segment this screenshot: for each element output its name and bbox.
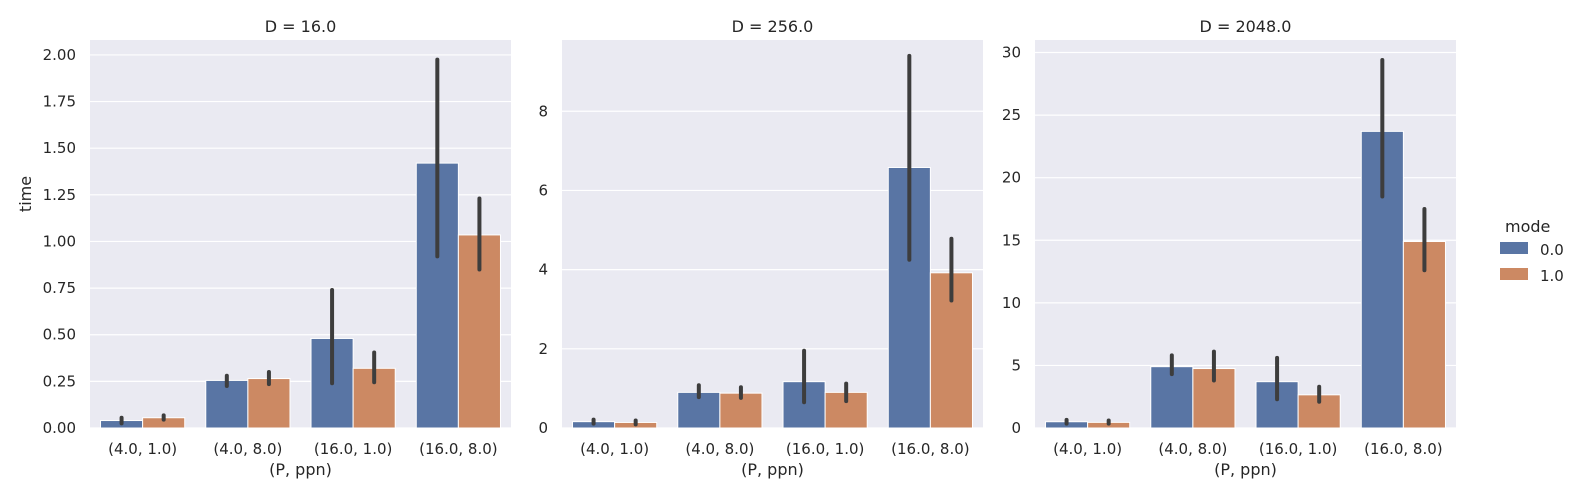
x-tick-label: (16.0, 1.0): [786, 440, 865, 458]
y-tick-label: 0: [1011, 419, 1021, 437]
y-tick-label: 4: [538, 261, 548, 279]
y-tick-label: 0.50: [43, 326, 76, 344]
panel-title: D = 16.0: [265, 17, 337, 36]
y-tick-label: 0.00: [43, 419, 76, 437]
x-axis-label: (P, ppn): [1214, 460, 1277, 479]
legend: mode 0.0 1.0: [1500, 217, 1564, 285]
y-tick-label: 6: [538, 181, 548, 199]
chart-panel-2: 0 5 10 15 20 25 30 (4.0, 1.0) (4.0, 8.0) (16.0, 1…: [1002, 17, 1456, 479]
bar-1.0-3: [1402, 241, 1446, 429]
bar-0.0-1: [205, 379, 249, 429]
y-axis-label: time: [16, 176, 35, 212]
panel-title: D = 256.0: [732, 17, 814, 36]
y-tick-label: 10: [1002, 294, 1021, 312]
y-tick-label: 15: [1002, 231, 1021, 249]
x-tick-label: (16.0, 1.0): [314, 440, 393, 458]
x-tick-label: (16.0, 8.0): [419, 440, 498, 458]
legend-swatch-1: [1500, 268, 1528, 280]
y-tick-label: 30: [1002, 44, 1021, 62]
y-tick-label: 2.00: [43, 46, 76, 64]
y-tick-label: 1.25: [43, 186, 76, 204]
y-tick-label: 1.50: [43, 139, 76, 157]
panel-title: D = 2048.0: [1200, 17, 1292, 36]
y-tick-label: 25: [1002, 106, 1021, 124]
x-tick-label: (4.0, 1.0): [580, 440, 649, 458]
x-axis-label: (P, ppn): [269, 460, 332, 479]
x-tick-label: (4.0, 1.0): [1053, 440, 1122, 458]
y-tick-label: 0.25: [43, 372, 76, 390]
legend-label-1: 1.0: [1540, 267, 1564, 285]
x-tick-label: (4.0, 8.0): [685, 440, 754, 458]
y-tick-label: 8: [538, 102, 548, 120]
y-tick-label: 5: [1011, 356, 1021, 374]
x-tick-label: (16.0, 8.0): [1364, 440, 1443, 458]
y-tick-label: 20: [1002, 169, 1021, 187]
x-tick-label: (4.0, 8.0): [213, 440, 282, 458]
chart-panel-0: 0.00 0.25 0.50 0.75 1.00 1.25 1.50 1.75 2.00 (4.0…: [16, 17, 511, 479]
legend-title: mode: [1505, 217, 1550, 236]
y-tick-label: 0: [538, 419, 548, 437]
bar-1.0-1: [247, 378, 291, 429]
panels: 0.00 0.25 0.50 0.75 1.00 1.25 1.50 1.75 2.00 (4.0…: [16, 17, 1456, 479]
legend-swatch-0: [1500, 242, 1528, 254]
x-tick-label: (16.0, 1.0): [1259, 440, 1338, 458]
chart-panel-1: 0 2 4 6 8 (4.0, 1.0) (4.0, 8.0) (16.0, 1.0) (16.…: [538, 17, 983, 479]
x-axis-label: (P, ppn): [741, 460, 804, 479]
legend-label-0: 0.0: [1540, 241, 1564, 259]
y-tick-label: 2: [538, 340, 548, 358]
y-tick-label: 1.00: [43, 232, 76, 250]
x-tick-label: (16.0, 8.0): [891, 440, 970, 458]
y-tick-label: 0.75: [43, 279, 76, 297]
y-tick-label: 1.75: [43, 93, 76, 111]
x-tick-label: (4.0, 1.0): [108, 440, 177, 458]
x-tick-label: (4.0, 8.0): [1158, 440, 1227, 458]
